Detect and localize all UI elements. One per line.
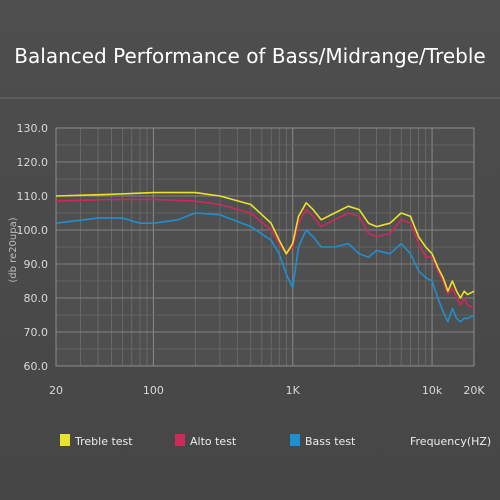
series-line-treble-test — [55, 191, 475, 299]
x-tick-label: 1K — [286, 384, 301, 397]
x-tick-label: 20K — [463, 384, 485, 397]
y-tick-label: 60.0 — [24, 360, 49, 373]
frequency-unit-label: Frequency(HZ) — [410, 435, 491, 448]
legend-swatch — [290, 434, 300, 446]
y-tick-label: 110.0 — [17, 190, 49, 203]
title-divider — [0, 97, 500, 99]
axes — [55, 127, 475, 367]
legend-label: Alto test — [190, 435, 237, 448]
series-lines — [55, 191, 475, 323]
y-tick-label: 90.0 — [24, 258, 49, 271]
y-tick-label: 70.0 — [24, 326, 49, 339]
x-tick-label: 20 — [49, 384, 63, 397]
legend: Treble test Alto test Bass test Frequency(H… — [60, 434, 491, 448]
grid — [55, 127, 475, 367]
legend-swatch — [60, 434, 70, 446]
y-tick-label: 80.0 — [24, 292, 49, 305]
legend-label: Treble test — [74, 435, 133, 448]
series-line-bass-test — [55, 212, 475, 323]
x-tick-label: 100 — [143, 384, 164, 397]
y-tick-label: 100.0 — [17, 224, 49, 237]
plot-border — [55, 127, 475, 367]
legend-label: Bass test — [305, 435, 356, 448]
legend-swatch — [175, 434, 185, 446]
tick-labels: 130.0 120.0 110.0 100.0 90.0 80.0 70.0 60.020 10… — [17, 122, 486, 397]
series-line-alto-test — [55, 198, 475, 309]
y-tick-label: 120.0 — [17, 156, 49, 169]
chart-title: Balanced Performance of Bass/Midrange/Tr… — [14, 44, 486, 68]
x-tick-label: 10k — [422, 384, 443, 397]
y-tick-label: 130.0 — [17, 122, 49, 135]
y-axis-label: (db re20upa) — [8, 217, 19, 282]
